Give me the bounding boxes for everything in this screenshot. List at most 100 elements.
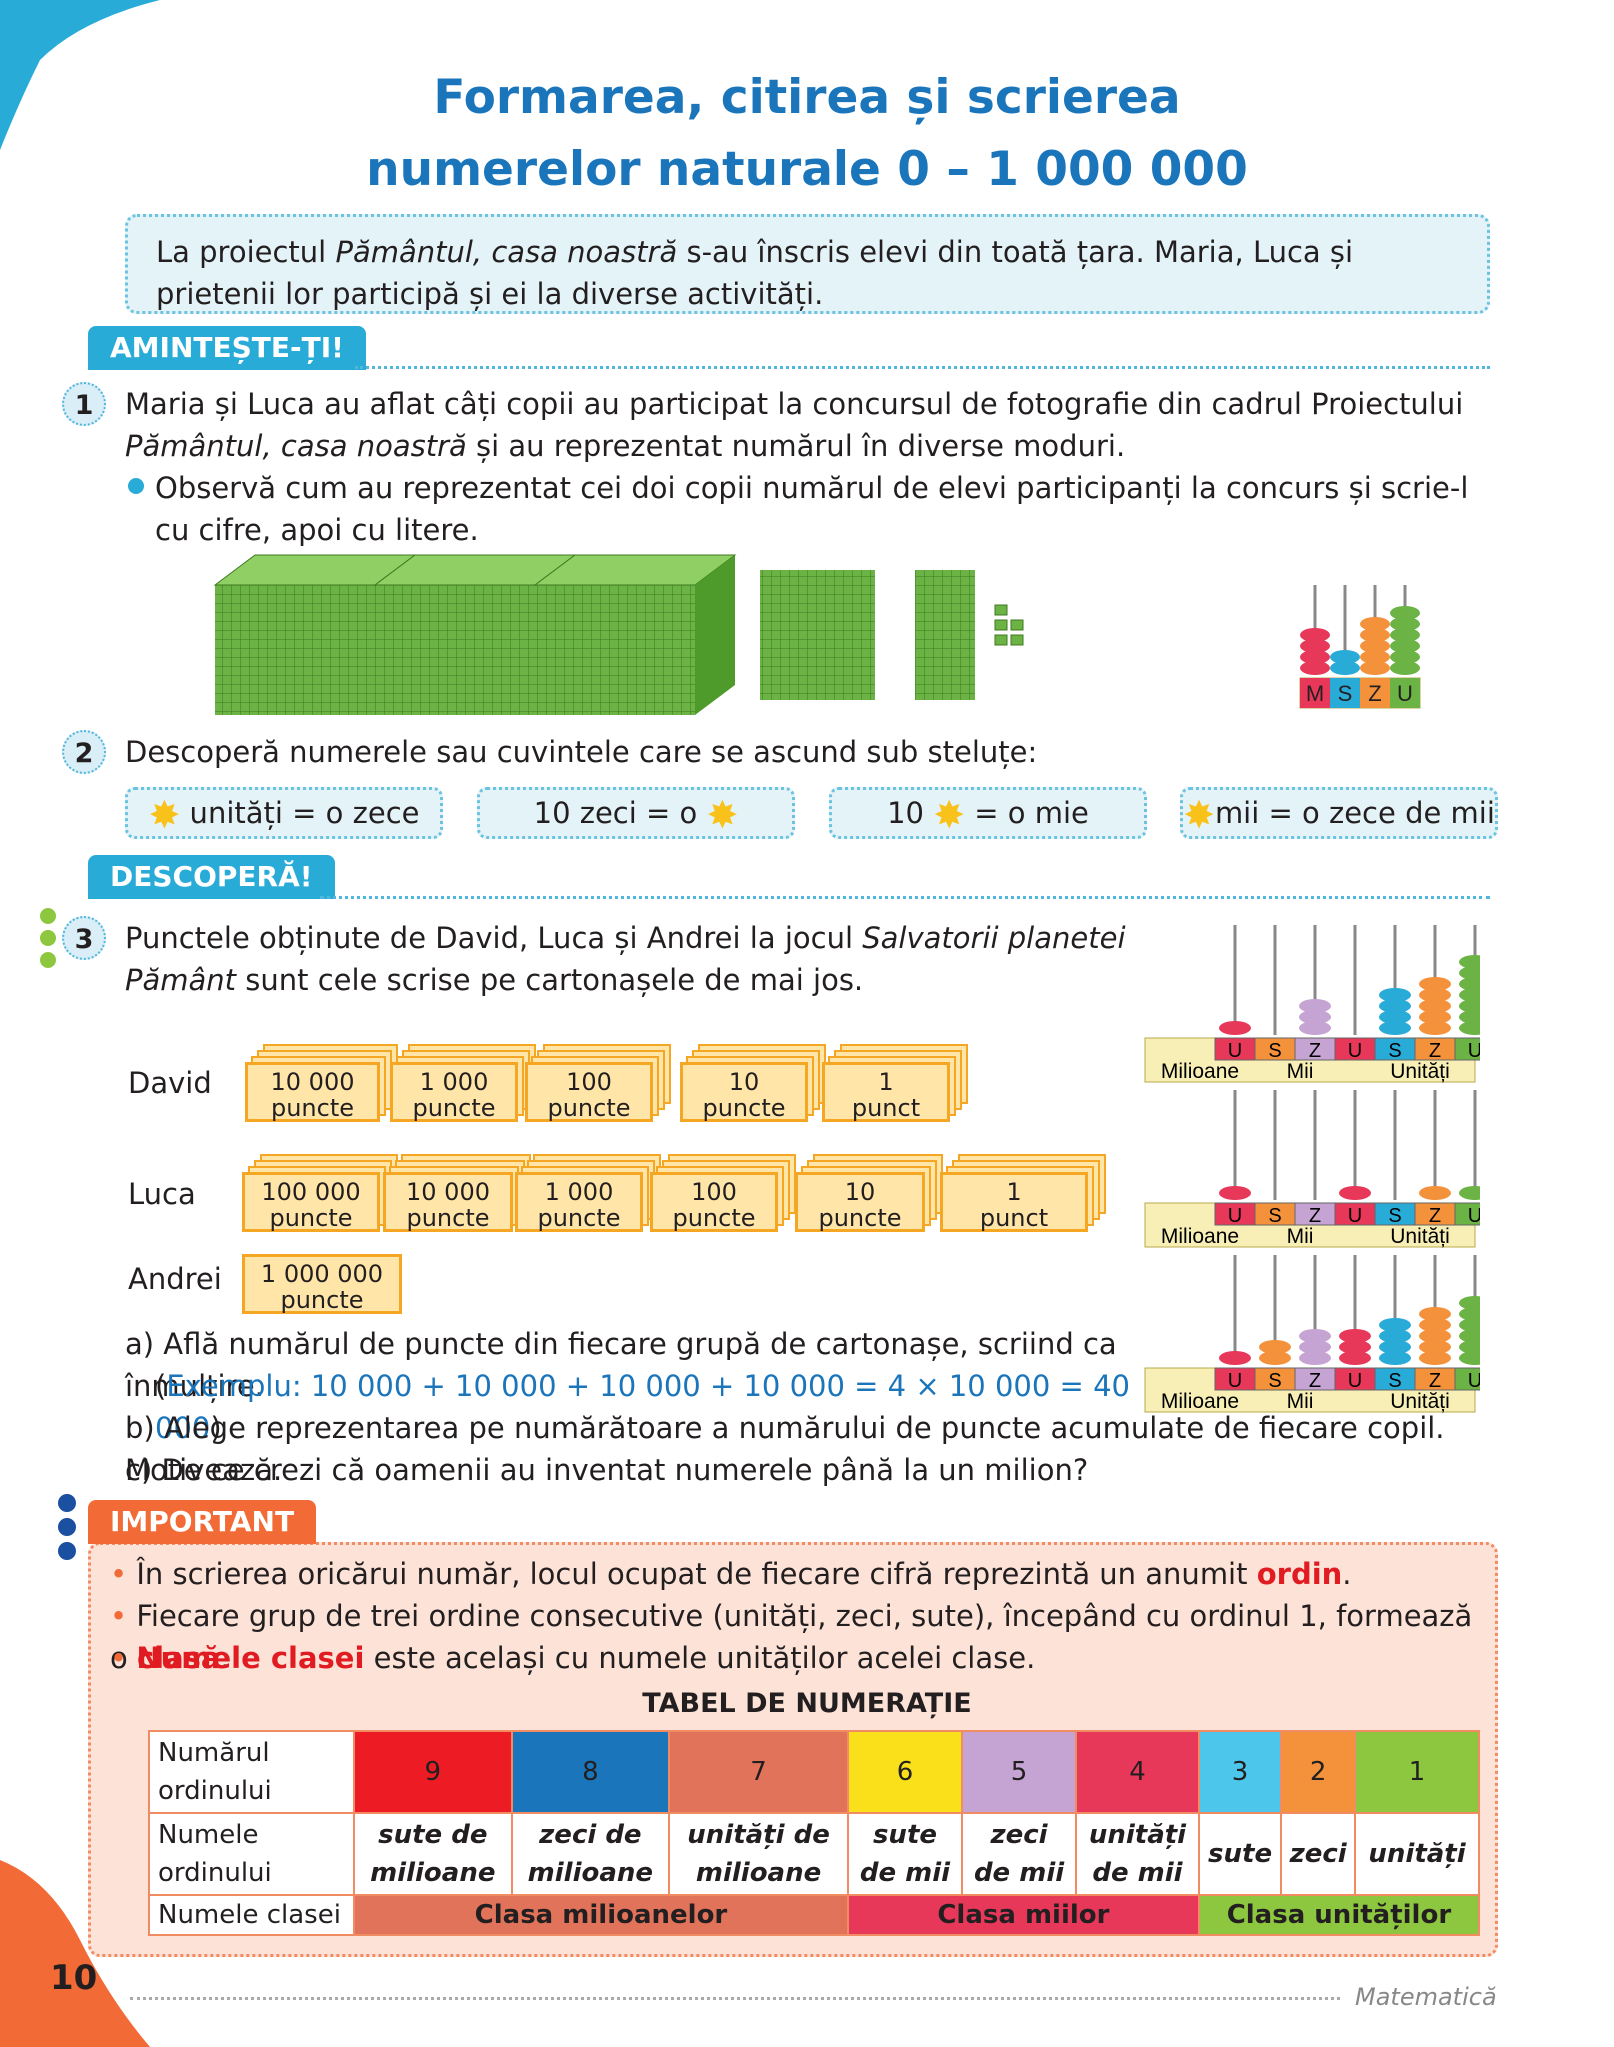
question-a-example: (Exemplu: 10 000 + 10 000 + 10 000 + 10 …: [155, 1369, 1130, 1445]
dot-decoration: [40, 952, 56, 968]
card-value: 1 000: [544, 1178, 614, 1206]
intro-text-end: s-au înscris elevi din toată țara. Maria…: [156, 235, 1354, 311]
order-name-cell: zeci: [1280, 1812, 1357, 1896]
order-name-cell: zeci de mii: [961, 1812, 1078, 1896]
abacus-letter: Z: [1429, 1040, 1441, 1062]
star-icon: ✸: [933, 793, 966, 837]
class-name-cell: Clasa unităților: [1197, 1894, 1481, 1936]
numeration-table-title: TABEL DE NUMERAȚIE: [642, 1688, 972, 1719]
order-name-cell: sute: [1197, 1812, 1283, 1896]
card-unit: puncte: [406, 1204, 490, 1232]
kid-name-david: David: [128, 1066, 212, 1100]
card-value: 10 000: [406, 1178, 490, 1206]
base-ten-blocks-illustration: [213, 554, 1024, 715]
abacus-class-label: Milioane: [1161, 1060, 1239, 1083]
point-card: 10 puncte: [795, 1172, 925, 1232]
important-tag: IMPORTANT: [88, 1500, 317, 1544]
class-name-cell: Clasa milioanelor: [353, 1894, 849, 1936]
card-value: 1: [878, 1068, 894, 1096]
abacus-class-label: Milioane: [1161, 1225, 1239, 1248]
footer-divider: [130, 1997, 1340, 2000]
card-value: 1 000 000: [260, 1260, 384, 1288]
order-number-cell: 4: [1075, 1730, 1200, 1814]
point-card: 10 000 puncte: [383, 1172, 513, 1232]
abacus-letter: S: [1268, 1370, 1281, 1392]
abacus-class-label: Milioane: [1161, 1390, 1239, 1413]
order-number-cell: 6: [846, 1730, 964, 1814]
card-value: 1 000: [419, 1068, 489, 1096]
card-unit: puncte: [280, 1286, 364, 1314]
point-card: 100 000 puncte: [242, 1172, 380, 1232]
card-unit: puncte: [537, 1204, 621, 1232]
section-remember-tag: AMINTEȘTE-ȚI!: [88, 326, 366, 370]
abacus-letter: Z: [1429, 1205, 1441, 1227]
point-card: 1 000 000 puncte: [242, 1254, 402, 1314]
order-name-cell: unități de mii: [1075, 1812, 1200, 1896]
kid-name-luca: Luca: [128, 1177, 196, 1211]
class-name-cell: Clasa miilor: [846, 1894, 1200, 1936]
card-value: 10 000: [270, 1068, 355, 1096]
section-divider: [355, 366, 1490, 369]
abacus-letter: U: [1468, 1205, 1480, 1227]
riddle-box-3: 10 ✸ = o mie: [829, 787, 1147, 839]
row-label-order-name: Numele ordinului: [148, 1812, 355, 1896]
card-unit: puncte: [270, 1094, 355, 1122]
abacus-label-u: U: [1397, 681, 1413, 706]
star-icon: ✸: [1183, 793, 1215, 837]
riddle-box-2: 10 zeci = o ✸: [477, 787, 795, 839]
card-unit: puncte: [672, 1204, 756, 1232]
bullet-icon: [128, 478, 144, 494]
abacus-letter: Z: [1309, 1205, 1321, 1227]
abacus-letter: U: [1348, 1040, 1362, 1062]
dot-decoration: [58, 1494, 76, 1512]
order-number-cell: 5: [961, 1730, 1078, 1814]
order-number-cell: 2: [1280, 1730, 1357, 1814]
corner-decoration-bottom: [0, 1860, 150, 2047]
abacus-class-label: Unități: [1390, 1390, 1450, 1413]
order-name-cell: sute de milioane: [353, 1812, 513, 1896]
page-title-line2: numerelor naturale 0 – 1 000 000: [366, 142, 1248, 197]
important-bullet-2: • Fiecare grup de trei ordine consecutiv…: [110, 1599, 1473, 1675]
dot-decoration: [40, 908, 56, 924]
card-unit: puncte: [547, 1094, 631, 1122]
row-label-class-name: Numele clasei: [148, 1894, 355, 1936]
abacus-letter: U: [1228, 1040, 1242, 1062]
card-unit: puncte: [412, 1094, 496, 1122]
ex1-text-line2: Pământul, casa noastră și au reprezentat…: [125, 429, 1126, 463]
abacus-label-m: M: [1306, 681, 1324, 706]
order-name-cell: sute de mii: [846, 1812, 964, 1896]
abacus-label-z: Z: [1368, 681, 1381, 706]
card-unit: puncte: [702, 1094, 786, 1122]
section-discover-tag: DESCOPERĂ!: [88, 855, 335, 899]
abacus-letter: U: [1228, 1370, 1242, 1392]
question-b: b) Alege reprezentarea pe numărătoare a …: [125, 1411, 1445, 1487]
abacus-class-label: Unități: [1390, 1225, 1450, 1248]
abacus-letter: U: [1228, 1205, 1242, 1227]
order-name-cell: unități: [1354, 1812, 1480, 1896]
abacus-class-label: Unități: [1390, 1060, 1450, 1083]
point-card: 100 puncte: [650, 1172, 778, 1232]
exercise-number-1: 1: [62, 382, 106, 426]
riddle-box-1: ✸ unități = o zece: [125, 787, 443, 839]
order-number-cell: 9: [353, 1730, 513, 1814]
abacus-letter: Z: [1309, 1040, 1321, 1062]
card-unit: puncte: [269, 1204, 353, 1232]
kid-name-andrei: Andrei: [128, 1262, 222, 1296]
unit-cubes: [994, 604, 1024, 646]
intro-italic: Pământul, casa noastră: [335, 235, 678, 269]
footer-subject: Matematică: [1355, 1983, 1497, 2011]
card-value: 100: [691, 1178, 737, 1206]
exercise-number-3: 3: [62, 916, 106, 960]
abacus-letter: U: [1348, 1205, 1362, 1227]
card-value: 10: [728, 1068, 760, 1096]
dot-decoration: [58, 1518, 76, 1536]
question-a: a) Află numărul de puncte din fiecare gr…: [125, 1327, 1117, 1403]
abacus-letter: S: [1388, 1040, 1401, 1062]
card-value: 10: [844, 1178, 876, 1206]
abacus-letter: S: [1268, 1040, 1281, 1062]
point-card: 1 000 puncte: [515, 1172, 643, 1232]
exercise-number-2: 2: [62, 730, 106, 774]
